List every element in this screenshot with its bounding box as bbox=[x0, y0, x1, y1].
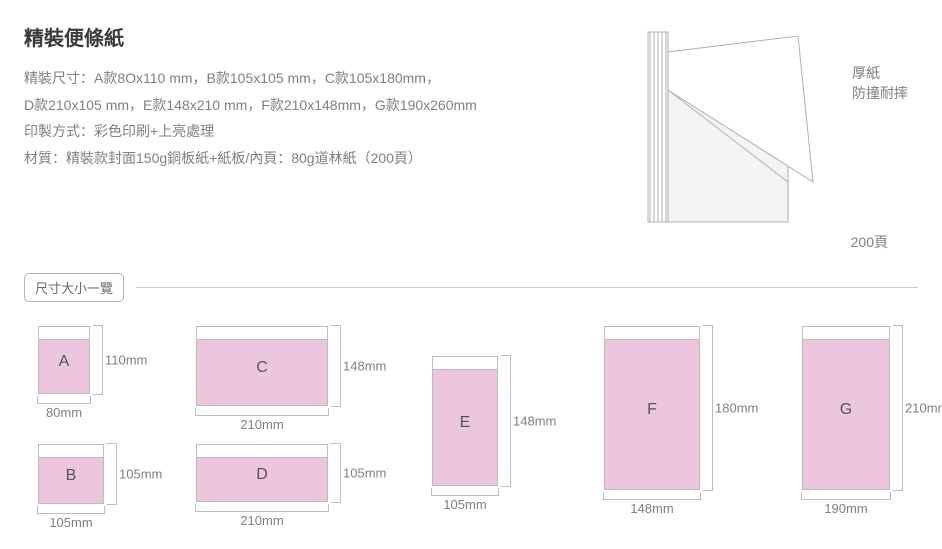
notepad-shape-icon: G210mm190mm bbox=[802, 326, 890, 490]
size-letter: C bbox=[256, 359, 268, 377]
spec-text-block: 精裝便條紙 精裝尺寸：A款8Ox110 mm，B款105x105 mm，C款10… bbox=[24, 22, 638, 237]
spec-line-3: 印製方式：彩色印刷+上亮處理 bbox=[24, 118, 638, 145]
spec-line-2: D款210x105 mm，E款148x210 mm，F款210x148mm，G款… bbox=[24, 92, 638, 119]
notepad-svg bbox=[638, 22, 838, 232]
width-label: 190mm bbox=[824, 489, 867, 516]
width-label: 148mm bbox=[630, 489, 673, 516]
size-item-c: C148mm210mm bbox=[196, 326, 328, 406]
height-label: 105mm bbox=[327, 466, 386, 481]
height-label: 148mm bbox=[327, 359, 386, 374]
notepad-shape-icon: E148mm105mm bbox=[432, 356, 498, 486]
height-label: 148mm bbox=[497, 414, 556, 429]
spec-line-1: 精裝尺寸：A款8Ox110 mm，B款105x105 mm，C款105x180m… bbox=[24, 65, 638, 92]
height-label: 105mm bbox=[103, 467, 162, 482]
size-letter: B bbox=[66, 467, 77, 485]
page-title: 精裝便條紙 bbox=[24, 22, 638, 51]
width-label: 80mm bbox=[46, 393, 82, 420]
size-item-f: F180mm148mm bbox=[604, 326, 700, 490]
width-label: 210mm bbox=[240, 501, 283, 528]
size-item-g: G210mm190mm bbox=[802, 326, 890, 490]
notepad-shape-icon: F180mm148mm bbox=[604, 326, 700, 490]
width-label: 105mm bbox=[49, 503, 92, 530]
notepad-illustration: 厚紙 防撞耐摔 200頁 bbox=[638, 22, 918, 237]
size-item-b: B105mm105mm bbox=[38, 444, 104, 504]
notepad-shape-icon: B105mm105mm bbox=[38, 444, 104, 504]
size-letter: E bbox=[460, 414, 471, 432]
size-letter: A bbox=[59, 353, 70, 371]
width-label: 105mm bbox=[443, 485, 486, 512]
height-label: 110mm bbox=[89, 353, 147, 368]
notepad-shape-icon: C148mm210mm bbox=[196, 326, 328, 406]
height-label: 180mm bbox=[699, 401, 758, 416]
notepad-shape-icon: A110mm80mm bbox=[38, 326, 90, 394]
size-letter: G bbox=[840, 401, 852, 419]
notepad-shape-icon: D105mm210mm bbox=[196, 444, 328, 502]
size-section-header: 尺寸大小一覽 bbox=[24, 273, 918, 302]
height-label: 210mm bbox=[889, 401, 942, 416]
size-chart: A110mm80mmB105mm105mmC148mm210mmD105mm21… bbox=[24, 326, 918, 546]
size-section-pill: 尺寸大小一覽 bbox=[24, 273, 124, 302]
size-item-d: D105mm210mm bbox=[196, 444, 328, 502]
spec-line-4: 材質：精裝款封面150g銅板紙+紙板/內頁：80g道林紙（200頁） bbox=[24, 145, 638, 172]
pages-count-label: 200頁 bbox=[851, 232, 888, 252]
divider-line bbox=[136, 287, 918, 288]
thick-cover-label: 厚紙 防撞耐摔 bbox=[852, 64, 908, 103]
width-label: 210mm bbox=[240, 405, 283, 432]
size-item-a: A110mm80mm bbox=[38, 326, 90, 394]
size-item-e: E148mm105mm bbox=[432, 356, 498, 486]
size-letter: D bbox=[256, 466, 268, 484]
size-letter: F bbox=[647, 401, 657, 419]
